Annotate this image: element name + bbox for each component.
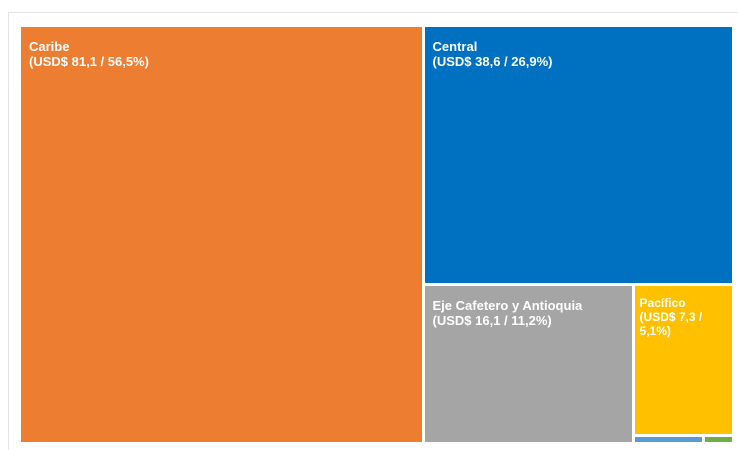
tile-text: Caribe (USD$ 81,1 / 56,5%) [29, 39, 418, 69]
tile-name: Eje Cafetero y Antioquia [432, 297, 583, 313]
tile-text: Central (USD$ 38,6 / 26,9%) [433, 39, 728, 69]
tile-name: Central [432, 39, 478, 54]
tile: Pacífico (USD$ 7,3 / 5,1%) [634, 285, 732, 434]
tile-text: Eje Cafetero y Antioquia (USD$ 16,1 / 11,… [433, 298, 628, 328]
tile-name: Pacífico [639, 295, 686, 310]
tile-name: Caribe [29, 39, 70, 54]
frame-line [8, 12, 738, 13]
tile-value-label: (USD$ 16,1 / 11,2%) [432, 312, 552, 328]
tile [704, 436, 732, 442]
tile-text: Pacífico (USD$ 7,3 / 5,1%) [640, 296, 728, 338]
tile: Central (USD$ 38,6 / 26,9%) [424, 27, 732, 283]
tile-value-label: (USD$ 7,3 / 5,1%) [639, 309, 703, 338]
tile: Eje Cafetero y Antioquia (USD$ 16,1 / 11,… [424, 285, 632, 442]
tile [634, 436, 702, 442]
frame-line [8, 12, 9, 450]
tile-value-label: (USD$ 38,6 / 26,9%) [432, 54, 553, 69]
tile-value-label: (USD$ 81,1 / 56,5%) [29, 54, 149, 69]
tile: Caribe (USD$ 81,1 / 56,5%) [21, 27, 422, 442]
